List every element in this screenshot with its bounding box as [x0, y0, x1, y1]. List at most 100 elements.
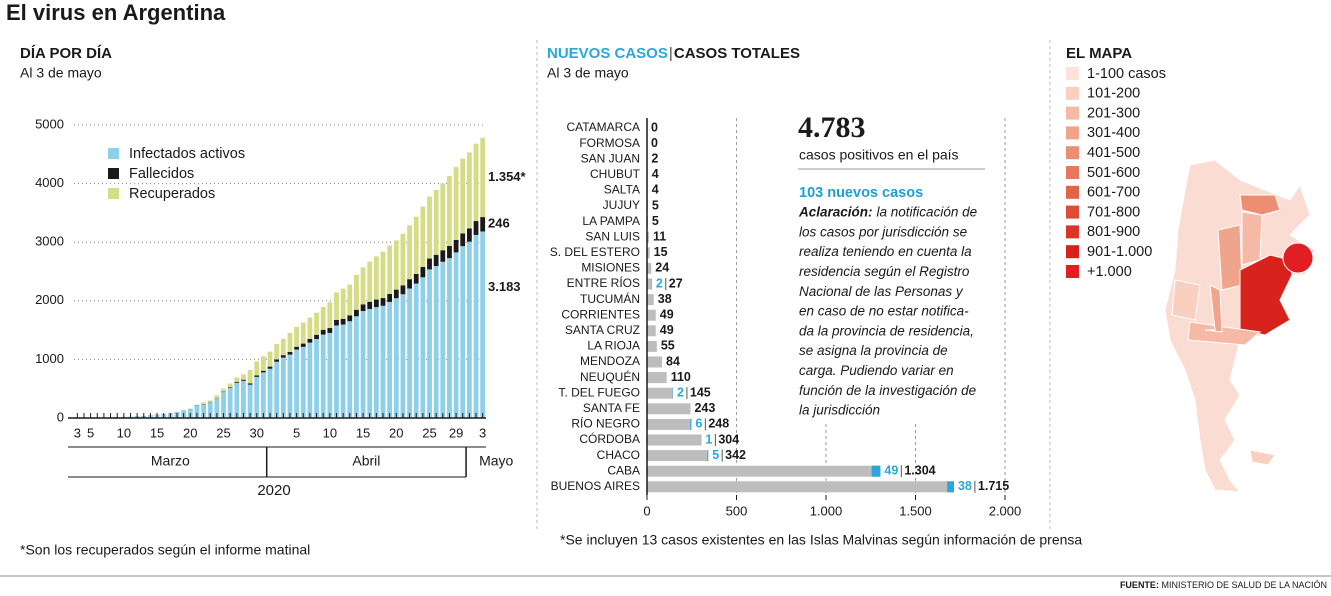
bar-segment — [367, 308, 373, 418]
map-legend-label: 101-200 — [1087, 86, 1140, 102]
bar-segment — [320, 329, 326, 335]
bar-segment — [334, 319, 339, 326]
callout-text: casos positivos en el país — [799, 147, 959, 163]
bar — [647, 278, 652, 290]
map-legend-swatch — [1066, 185, 1079, 199]
bar-segment — [360, 267, 366, 305]
legend-label: Fallecidos — [129, 166, 194, 182]
bar-segment — [480, 137, 486, 218]
legend-swatch — [108, 188, 119, 199]
source-label: FUENTE: — [1120, 580, 1159, 590]
category-label: LA RIOJA — [587, 339, 640, 353]
y-tick-label: 1000 — [35, 351, 64, 366]
month-label: Marzo — [151, 453, 190, 469]
bar-segment — [440, 261, 446, 418]
value-label: 38 — [658, 292, 672, 306]
bar-segment — [314, 334, 319, 340]
category-label: SAN JUAN — [581, 151, 640, 165]
bar-segment — [340, 324, 346, 418]
bar-segment — [327, 332, 333, 418]
bar — [647, 481, 954, 493]
bar-segment — [327, 302, 333, 329]
callout-note-line: Nacional de las Personas y — [799, 284, 964, 299]
bar-segment — [260, 356, 266, 371]
bar-segment — [254, 361, 260, 376]
x-tick-label: 10 — [323, 425, 337, 440]
bar-segment — [373, 307, 379, 418]
bar-new — [947, 481, 954, 493]
bar-segment — [347, 321, 353, 418]
value-label: 243 — [694, 401, 715, 415]
x-tick-label: 0 — [643, 503, 650, 518]
bar-segment — [420, 266, 426, 278]
bar-segment — [294, 326, 300, 347]
bar-segment — [300, 346, 306, 418]
bar-segment — [280, 355, 286, 358]
value-label: 4 — [652, 183, 659, 197]
value-label: 145 — [690, 385, 711, 399]
end-label: 1.354* — [488, 169, 527, 184]
value-label-new: 2 — [656, 276, 663, 290]
bar-segment — [314, 339, 319, 418]
footnote: *Se incluyen 13 casos existentes en las … — [560, 532, 1082, 548]
map-legend-swatch — [1066, 146, 1079, 160]
x-tick-label: 15 — [150, 425, 164, 440]
bar-segment — [433, 254, 439, 267]
bar-segment — [447, 258, 452, 418]
category-label: NEUQUÉN — [580, 369, 640, 384]
x-tick-label: 25 — [216, 425, 230, 440]
map-title: EL MAPA — [1066, 45, 1132, 62]
chart-subtitle: Al 3 de mayo — [547, 65, 629, 81]
map-legend-label: 701-800 — [1087, 204, 1140, 220]
bar-segment — [413, 283, 419, 418]
map-province — [1171, 279, 1201, 321]
bar-segment — [466, 241, 472, 418]
bar-segment — [221, 392, 226, 418]
map-legend-label: +1.000 — [1087, 264, 1132, 280]
bar-segment — [407, 225, 412, 280]
y-tick-label: 2000 — [35, 292, 64, 307]
value-label-new: 6 — [695, 417, 702, 431]
category-label: LA PAMPA — [582, 214, 640, 228]
bar-segment — [201, 404, 206, 418]
bar-segment — [447, 176, 452, 247]
callout: 4.783 casos positivos en el país 103 nue… — [792, 111, 1002, 424]
bar-segment — [247, 383, 253, 385]
category-label: TUCUMÁN — [580, 291, 640, 306]
x-tick-label: 1.500 — [899, 503, 932, 518]
bar-segment — [413, 216, 419, 274]
bar-segment — [267, 366, 273, 369]
bar-segment — [227, 383, 233, 388]
category-label: JUJUY — [603, 198, 640, 212]
bar-segment — [280, 357, 286, 418]
source-text: MINISTERIO DE SALUD DE LA NACIÓN — [1161, 580, 1327, 590]
bar-segment — [201, 402, 206, 404]
bar-segment — [354, 309, 359, 317]
y-tick-label: 3000 — [35, 234, 64, 249]
map-legend-swatch — [1066, 86, 1079, 100]
bar-segment — [367, 261, 373, 302]
value-label: 49 — [660, 307, 674, 321]
callout-note-line: carga. Pudiendo variar en — [799, 363, 954, 378]
y-tick-label: 5000 — [35, 116, 64, 131]
bar-segment — [473, 221, 479, 235]
bar-segment — [274, 343, 280, 360]
bar-segment — [287, 354, 293, 418]
bar — [647, 262, 652, 274]
category-label: BUENOS AIRES — [551, 479, 640, 493]
bar-segment — [307, 338, 313, 343]
category-label: CATAMARCA — [566, 120, 640, 134]
x-tick-label: 10 — [117, 425, 131, 440]
bar-segment — [387, 293, 393, 302]
bar-segment — [393, 298, 399, 418]
bar-segment — [400, 233, 406, 286]
value-label: 248 — [708, 417, 729, 431]
value-label-new: 49 — [884, 463, 898, 477]
chart-title: DÍA POR DÍA — [20, 45, 112, 62]
x-tick-label: 20 — [389, 425, 403, 440]
x-tick-label: 5 — [293, 425, 300, 440]
bar-segment — [254, 375, 260, 377]
bar-segment — [214, 398, 220, 418]
map-inset — [1282, 242, 1314, 274]
callout-note-line: función de la investigación de — [799, 383, 976, 398]
